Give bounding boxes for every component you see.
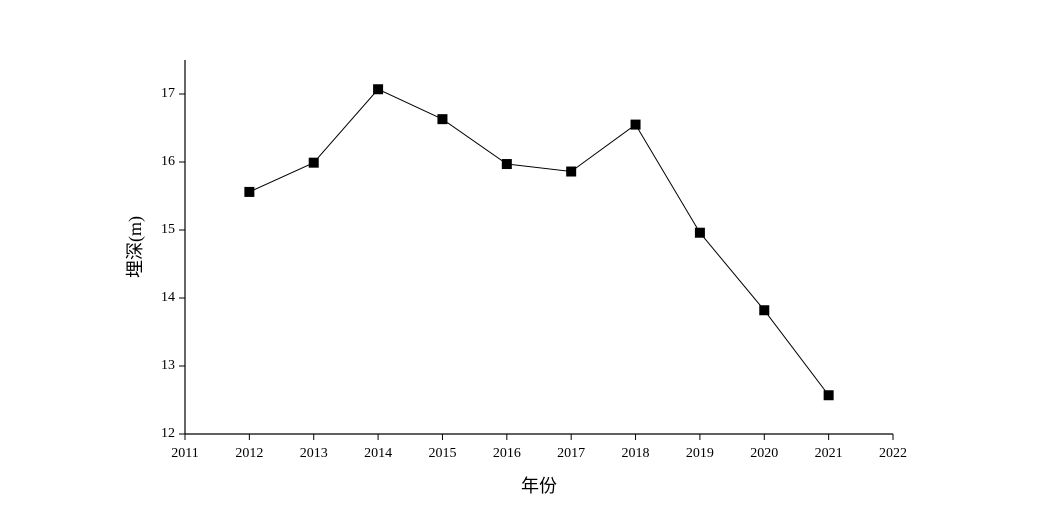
x-tick-label: 2021 bbox=[815, 446, 843, 461]
marker bbox=[823, 390, 834, 401]
marker bbox=[630, 119, 641, 130]
marker bbox=[694, 227, 705, 238]
x-tick-label: 2014 bbox=[364, 446, 392, 461]
marker bbox=[308, 157, 319, 168]
line bbox=[249, 88, 830, 396]
y-tick-label: 16 bbox=[161, 154, 175, 169]
x-tick-label: 2020 bbox=[750, 446, 778, 461]
x-tick-label: 2011 bbox=[171, 446, 198, 461]
y-axis-label: 埋深(m) bbox=[125, 216, 146, 278]
y-tick-label: 12 bbox=[161, 426, 175, 441]
x-tick-label: 2019 bbox=[686, 446, 714, 461]
marker bbox=[244, 186, 255, 197]
marker bbox=[437, 114, 448, 125]
x-axis-label: 年份 bbox=[521, 476, 557, 496]
x-tick-label: 2022 bbox=[879, 446, 907, 461]
x-tick-label: 2016 bbox=[493, 446, 521, 461]
marker bbox=[759, 305, 770, 316]
y-tick-label: 14 bbox=[161, 290, 175, 305]
marker bbox=[373, 84, 384, 95]
x-tick-label: 2015 bbox=[428, 446, 456, 461]
y-tick-label: 15 bbox=[161, 222, 175, 237]
marker bbox=[566, 166, 577, 177]
y-tick-label: 17 bbox=[161, 86, 175, 101]
x-tick-label: 2012 bbox=[235, 446, 263, 461]
x-tick-label: 2013 bbox=[300, 446, 328, 461]
marker bbox=[501, 159, 512, 170]
x-tick-label: 2017 bbox=[557, 446, 585, 461]
y-tick-label: 13 bbox=[161, 358, 175, 373]
x-tick-label: 2018 bbox=[622, 446, 650, 461]
